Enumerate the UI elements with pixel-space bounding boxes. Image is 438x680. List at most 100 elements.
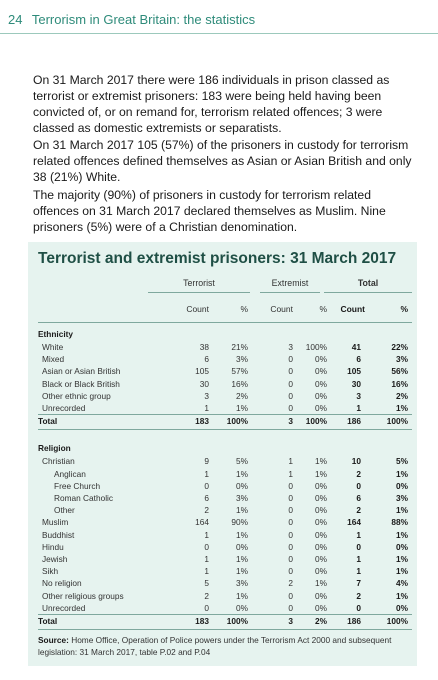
row-label: Other religious groups (42, 590, 124, 601)
cell-extremist-count: 1 (288, 468, 293, 479)
cell-terrorist-count: 1 (204, 529, 209, 540)
cell-extremist-count: 0 (288, 602, 293, 613)
cell-terrorist-count: 6 (204, 493, 209, 503)
table-row: Other 2 1% 0 0% 2 1% (28, 505, 417, 517)
group-header-total: Total (324, 278, 412, 293)
cell-extremist-count: 3 (288, 342, 293, 352)
source-text: Home Office, Operation of Police powers … (38, 635, 392, 657)
cell-total-pct: 0% (396, 602, 408, 613)
cell-total-count: 0 (356, 480, 361, 491)
row-label: Other ethnic group (42, 390, 111, 401)
cell-terrorist-pct: 2% (236, 390, 248, 401)
cell-terrorist-pct: 1% (236, 529, 248, 540)
table-row: Muslim 164 90% 0 0% 164 88% (28, 517, 417, 529)
cell-extremist-count: 0 (288, 529, 293, 540)
cell-terrorist-pct: 100% (226, 416, 248, 427)
cell-terrorist-count: 6 (204, 354, 209, 365)
cell-total-count: 3 (356, 390, 361, 401)
table-row-total: Total 183 100% 3 100% 186 100% (28, 416, 417, 428)
cell-terrorist-count: 38 (199, 342, 209, 352)
cell-terrorist-count: 9 (204, 456, 209, 467)
cell-extremist-pct: 100% (305, 416, 327, 427)
cell-terrorist-count: 2 (204, 505, 209, 516)
table-row: Mixed 6 3% 0 0% 6 3% (28, 354, 417, 366)
table-row: Unrecorded 0 0% 0 0% 0 0% (28, 603, 417, 615)
cell-extremist-count: 0 (288, 505, 293, 516)
cell-total-count: 2 (356, 590, 361, 601)
row-label: Buddhist (42, 529, 75, 540)
cell-total-pct: 3% (396, 493, 408, 503)
cell-total-pct: 0% (396, 541, 408, 552)
cell-total-pct: 88% (391, 517, 408, 528)
cell-total-pct: 56% (391, 366, 408, 377)
table-row: Jewish 1 1% 0 0% 1 1% (28, 554, 417, 566)
table-panel: Terrorist and extremist prisoners: 31 Ma… (28, 242, 417, 666)
cell-terrorist-pct: 1% (236, 566, 248, 577)
source-label: Source: (38, 635, 69, 645)
cell-terrorist-count: 5 (204, 578, 209, 589)
cell-total-count: 41 (351, 342, 361, 352)
cell-total-pct: 5% (396, 456, 408, 467)
cell-total-pct: 0% (396, 480, 408, 491)
section-religion-label: Religion (38, 443, 71, 454)
table-row: Buddhist 1 1% 0 0% 1 1% (28, 530, 417, 542)
group-header-terrorist: Terrorist (148, 278, 250, 293)
cell-total-pct: 4% (396, 578, 408, 589)
row-label: Mixed (42, 354, 65, 365)
cell-terrorist-count: 0 (204, 602, 209, 613)
cell-total-count: 105 (347, 366, 361, 377)
cell-terrorist-pct: 5% (236, 456, 248, 467)
section-religion: Religion (28, 443, 417, 455)
cell-total-count: 10 (351, 456, 361, 467)
cell-total-pct: 16% (391, 378, 408, 389)
paragraph-3: The majority (90%) of prisoners in custo… (33, 188, 386, 234)
cell-total-pct: 1% (396, 505, 408, 516)
table-title: Terrorist and extremist prisoners: 31 Ma… (38, 250, 397, 267)
page-header: 24 Terrorism in Great Britain: the stati… (8, 12, 255, 27)
table-row: Christian 9 5% 1 1% 10 5% (28, 456, 417, 468)
table-row: Free Church 0 0% 0 0% 0 0% (28, 481, 417, 493)
cell-total-pct: 2% (396, 390, 408, 401)
cell-extremist-pct: 0% (315, 354, 327, 365)
cell-extremist-count: 0 (288, 378, 293, 389)
section-ethnicity-label: Ethnicity (38, 329, 74, 339)
cell-extremist-count: 0 (288, 493, 293, 503)
cell-terrorist-count: 30 (199, 378, 209, 389)
table-row: Sikh 1 1% 0 0% 1 1% (28, 566, 417, 578)
cell-total-pct: 100% (386, 616, 408, 626)
cell-terrorist-pct: 1% (236, 554, 248, 564)
cell-extremist-count: 0 (288, 517, 293, 528)
cell-extremist-pct: 0% (315, 590, 327, 601)
cell-extremist-pct: 0% (315, 517, 327, 528)
row-label: No religion (42, 578, 82, 589)
cell-extremist-pct: 0% (315, 378, 327, 389)
cell-extremist-pct: 0% (315, 480, 327, 491)
cell-total-count: 0 (356, 541, 361, 552)
ethnicity-total-bottom-rule (38, 429, 412, 431)
cell-extremist-count: 0 (288, 403, 293, 413)
cell-terrorist-count: 3 (204, 390, 209, 401)
cell-terrorist-pct: 21% (231, 342, 248, 352)
table-row: Roman Catholic 6 3% 0 0% 6 3% (28, 493, 417, 505)
cell-total-pct: 1% (396, 590, 408, 601)
cell-terrorist-pct: 0% (236, 602, 248, 613)
cell-terrorist-pct: 1% (236, 505, 248, 516)
cell-extremist-count: 0 (288, 480, 293, 491)
cell-terrorist-pct: 3% (236, 578, 248, 589)
cell-total-pct: 1% (396, 566, 408, 577)
cell-extremist-pct: 0% (315, 529, 327, 540)
cell-total-pct: 1% (396, 529, 408, 540)
cell-terrorist-pct: 0% (236, 480, 248, 491)
cell-total-pct: 1% (396, 468, 408, 479)
religion-total-bottom-rule (38, 629, 412, 631)
row-label: Roman Catholic (54, 493, 114, 503)
cell-total-pct: 3% (396, 354, 408, 365)
cell-total-count: 1 (356, 554, 361, 564)
cell-total-count: 2 (356, 468, 361, 479)
cell-terrorist-count: 1 (204, 403, 209, 413)
row-label: Hindu (42, 541, 64, 552)
cell-total-pct: 100% (386, 416, 408, 427)
cell-terrorist-count: 0 (204, 480, 209, 491)
cell-terrorist-pct: 57% (231, 366, 248, 377)
cell-extremist-pct: 0% (315, 505, 327, 516)
